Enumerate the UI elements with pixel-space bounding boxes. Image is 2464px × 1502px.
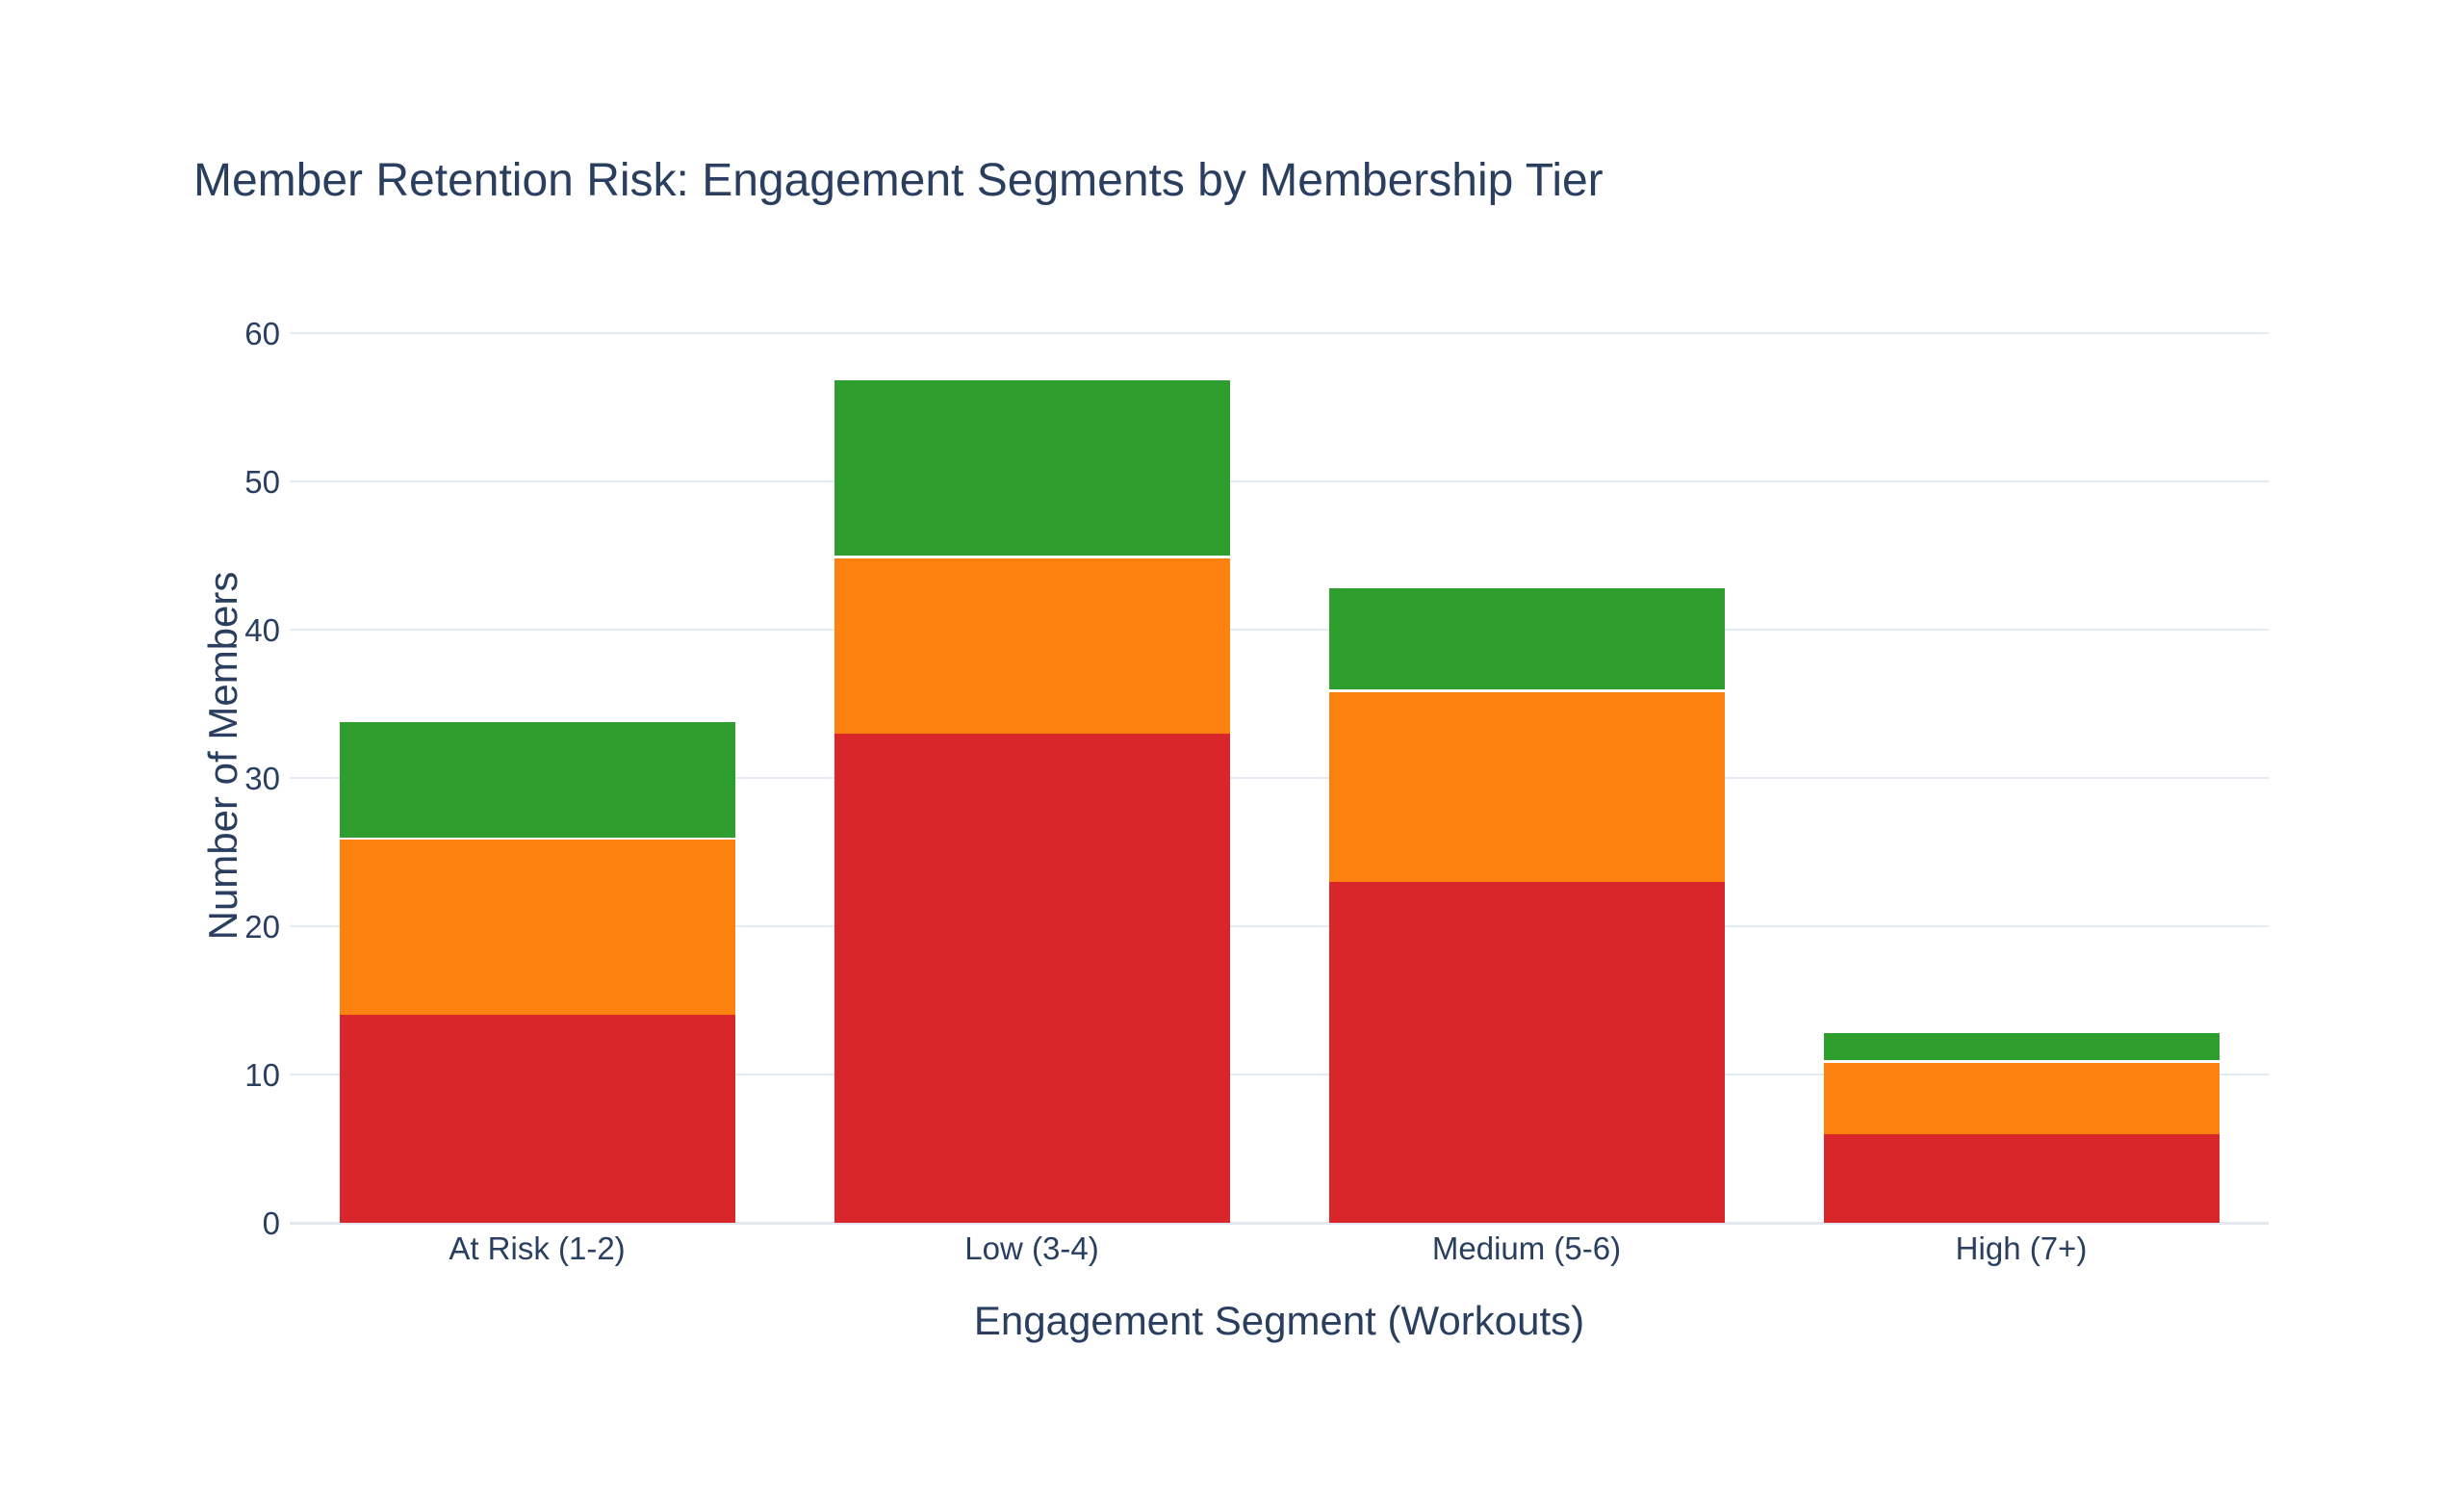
bar-segment-orange-middle-segment[interactable]: [340, 837, 735, 1015]
bar-segment-red-bottom-segment[interactable]: [1329, 882, 1725, 1223]
y-tick-label-50: 50: [244, 464, 280, 500]
stacked-bar-2: [834, 289, 1230, 1223]
bar-segment-red-bottom-segment[interactable]: [834, 734, 1230, 1223]
stacked-bar-4: [1824, 289, 2220, 1223]
plot-area: [290, 289, 2269, 1225]
y-tick-label-60: 60: [244, 316, 280, 351]
bar-segment-red-bottom-segment[interactable]: [340, 1015, 735, 1223]
bar-segment-green-top-segment[interactable]: [834, 377, 1230, 556]
x-tick-label-3: Medium (5-6): [1431, 1230, 1622, 1266]
gridline-y-50: [290, 480, 2269, 483]
chart-title: Member Retention Risk: Engagement Segmen…: [193, 155, 1604, 206]
y-tick-label-30: 30: [244, 761, 280, 796]
bar-segment-orange-middle-segment[interactable]: [834, 556, 1230, 734]
x-axis-title: Engagement Segment (Workouts): [973, 1298, 1585, 1343]
stacked-bar-3: [1329, 289, 1725, 1223]
gridline-y-30: [290, 777, 2269, 780]
y-axis-title: Number of Members: [200, 571, 245, 941]
x-tick-label-4: High (7+): [1955, 1230, 2088, 1266]
stacked-bar-1: [340, 289, 735, 1223]
gridline-y-10: [290, 1074, 2269, 1076]
x-axis-line: [290, 1222, 2269, 1225]
bar-segment-green-top-segment[interactable]: [340, 719, 735, 838]
bar-segment-green-top-segment[interactable]: [1329, 585, 1725, 689]
y-tick-label-40: 40: [244, 612, 280, 648]
y-tick-label-0: 0: [262, 1205, 280, 1241]
bar-segment-red-bottom-segment[interactable]: [1824, 1134, 2220, 1223]
gridline-y-40: [290, 629, 2269, 632]
gridline-y-20: [290, 925, 2269, 928]
bar-segment-green-top-segment[interactable]: [1824, 1030, 2220, 1060]
x-tick-label-2: Low (3-4): [964, 1230, 1099, 1266]
y-tick-label-20: 20: [244, 909, 280, 945]
y-tick-label-10: 10: [244, 1057, 280, 1093]
bar-segment-orange-middle-segment[interactable]: [1329, 689, 1725, 882]
x-tick-label-1: At Risk (1-2): [449, 1230, 626, 1266]
bar-segment-orange-middle-segment[interactable]: [1824, 1060, 2220, 1134]
gridline-y-60: [290, 332, 2269, 335]
